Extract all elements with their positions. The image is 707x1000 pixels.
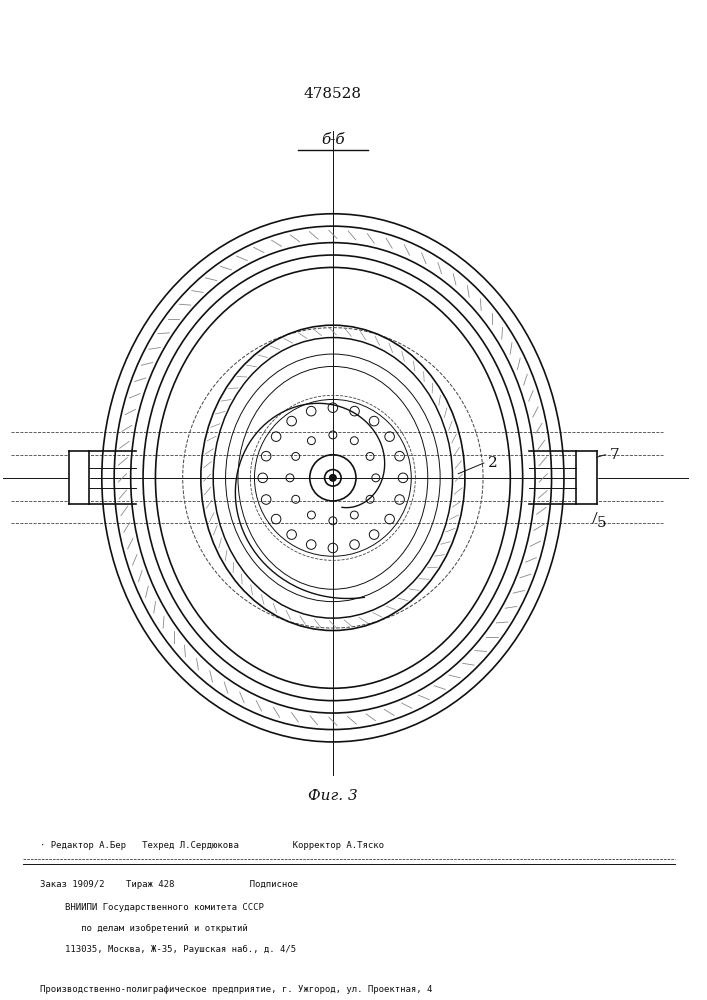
Text: Заказ 1909/2    Тираж 428              Подписное: Заказ 1909/2 Тираж 428 Подписное (40, 880, 298, 889)
Text: по делам изобретений и открытий: по делам изобретений и открытий (64, 924, 247, 933)
Polygon shape (576, 451, 597, 504)
Circle shape (329, 475, 336, 481)
Text: ВНИИПИ Государственного комитета СССР: ВНИИПИ Государственного комитета СССР (64, 903, 264, 912)
Text: 5: 5 (597, 516, 607, 530)
Text: Фиг. 3: Фиг. 3 (308, 789, 358, 803)
Text: 113035, Москва, Ж-35, Раушская наб., д. 4/5: 113035, Москва, Ж-35, Раушская наб., д. … (64, 945, 296, 954)
Text: 2: 2 (488, 456, 498, 470)
Text: · Редактор А.Бер   Техред Л.Сердюкова          Корректор А.Тяско: · Редактор А.Бер Техред Л.Сердюкова Корр… (40, 841, 384, 850)
Text: 478528: 478528 (304, 87, 362, 101)
Text: б-б: б-б (321, 133, 345, 147)
Polygon shape (69, 451, 89, 504)
Text: Производственно-полиграфическое предприятие, г. Ужгород, ул. Проектная, 4: Производственно-полиграфическое предприя… (40, 985, 432, 994)
Text: 7: 7 (609, 448, 619, 462)
